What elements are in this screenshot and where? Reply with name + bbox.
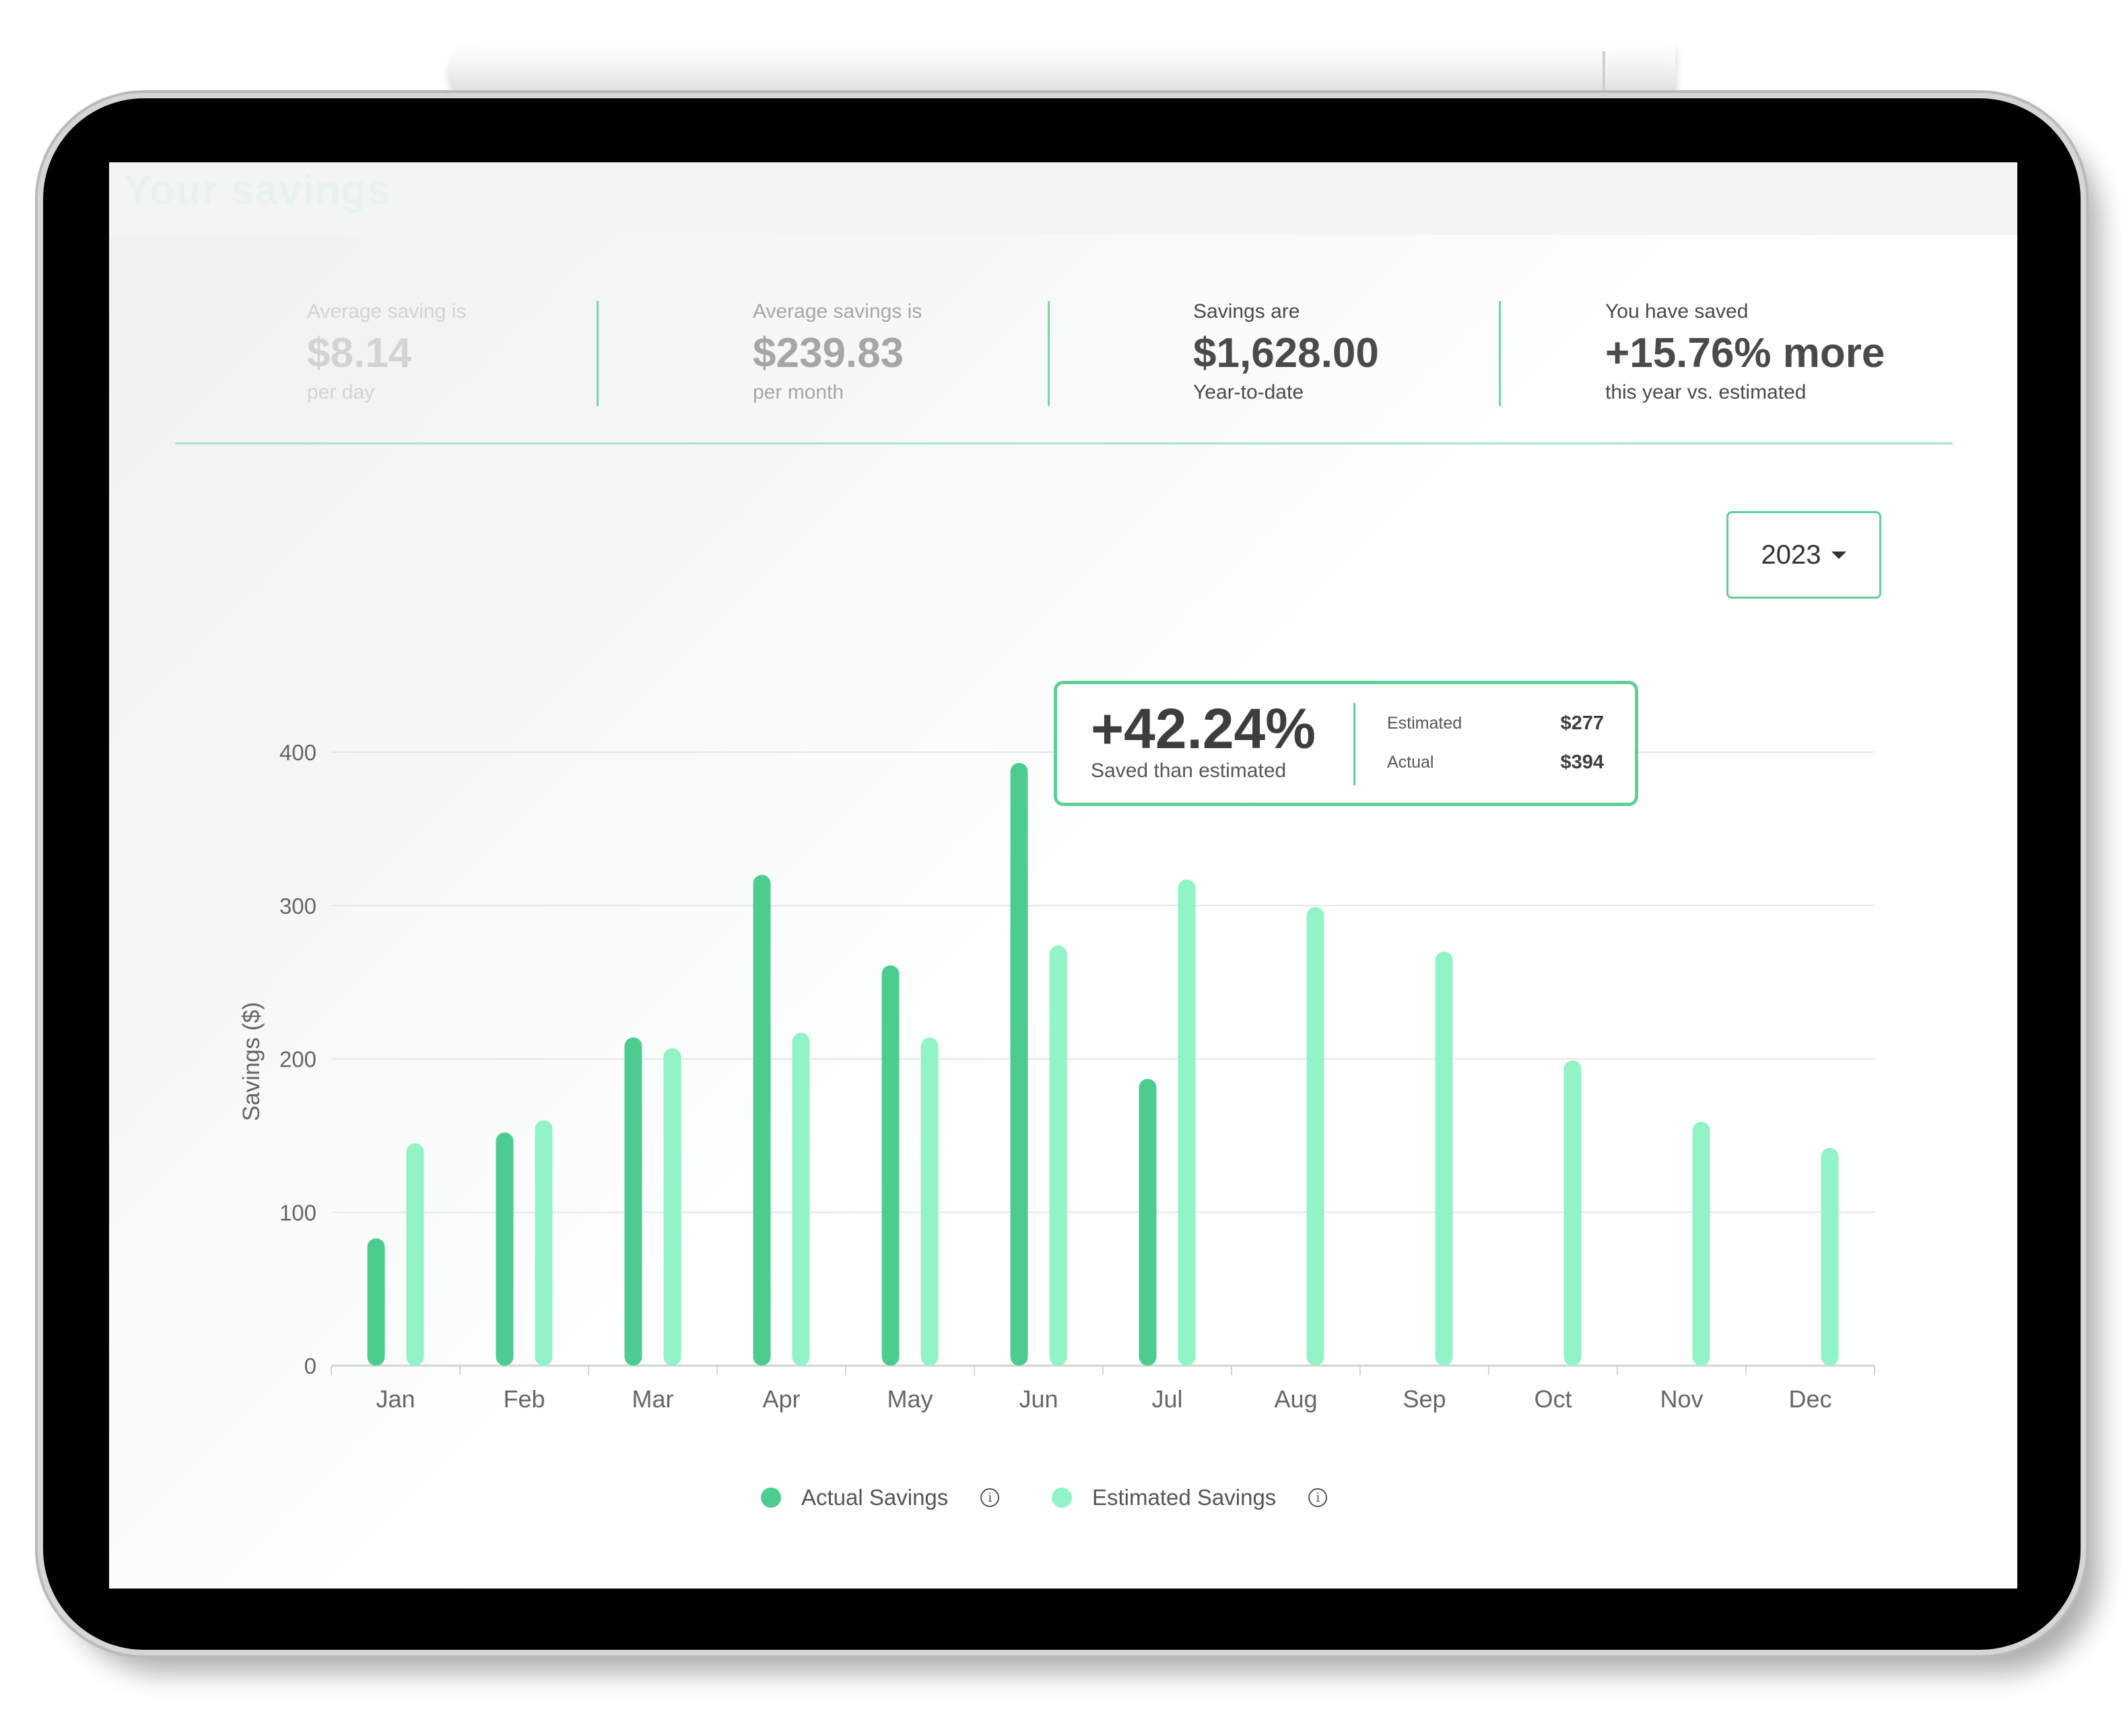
bar-estimated	[1821, 1147, 1839, 1366]
x-tick-label: Oct	[1534, 1385, 1572, 1413]
bar-estimated	[1435, 952, 1453, 1366]
caret-down-icon	[1831, 551, 1847, 559]
tooltip-separator	[1353, 703, 1355, 785]
stat-sub: per day	[307, 381, 375, 403]
bar-actual	[1010, 762, 1028, 1366]
stat-year-to-date: Savings are $1,628.00 Year-to-date	[1193, 300, 1379, 405]
bar-estimated	[1692, 1121, 1710, 1366]
tooltip-percent: +42.24%	[1091, 697, 1316, 760]
savings-bar-chart: 0 100 200 300 400 Savings ($) Jan Feb Mar Apr May J…	[238, 740, 1875, 1413]
bar-estimated	[1306, 907, 1324, 1366]
stat-value: +15.76% more	[1605, 330, 1885, 376]
top-bar: Your savings	[109, 162, 2017, 235]
legend-label-estimated: Estimated Savings	[1092, 1485, 1277, 1510]
bar-estimated	[406, 1143, 424, 1366]
tooltip-caption: Saved than estimated	[1091, 760, 1287, 782]
stat-label: Average savings is	[753, 300, 922, 323]
x-tick-label: Aug	[1274, 1385, 1317, 1413]
bar-estimated	[663, 1048, 681, 1366]
bar-estimated	[1049, 945, 1067, 1366]
tablet-screen: Your savings Average saving is $8.14 per…	[109, 162, 2017, 1589]
legend-dot-actual	[761, 1488, 781, 1508]
bar-estimated	[535, 1120, 553, 1366]
x-tick-label: Jun	[1019, 1385, 1058, 1413]
stat-vs-estimated: You have saved +15.76% more this year vs…	[1605, 300, 1885, 405]
bar-actual	[367, 1238, 385, 1366]
stat-divider	[597, 301, 599, 406]
stat-sub: per month	[753, 381, 844, 403]
y-tick-label: 400	[279, 740, 316, 765]
stat-divider	[1048, 301, 1050, 406]
apple-pencil	[450, 42, 1675, 98]
x-tick-label: Jan	[376, 1385, 415, 1413]
y-tick-label: 0	[304, 1354, 316, 1378]
tooltip-actual-label: Actual	[1387, 753, 1434, 772]
x-tick-label: Dec	[1788, 1385, 1831, 1413]
tooltip-actual-value: $394	[1560, 752, 1604, 773]
stats-divider	[175, 442, 1953, 444]
legend-item-estimated[interactable]: Estimated Savings i	[1052, 1485, 1328, 1510]
bar-actual	[496, 1132, 514, 1366]
x-tick-label: May	[887, 1385, 933, 1413]
y-tick-label: 200	[279, 1047, 316, 1072]
x-tick-label: Jul	[1151, 1385, 1182, 1413]
x-tick-label: Apr	[762, 1385, 800, 1413]
bar-estimated	[1563, 1060, 1582, 1366]
bar-actual	[753, 875, 771, 1366]
y-axis-label: Savings ($)	[238, 1002, 265, 1121]
page-title: Your savings	[124, 167, 391, 213]
stat-sub: this year vs. estimated	[1605, 381, 1807, 403]
stat-sub: Year-to-date	[1193, 381, 1304, 403]
bar-actual	[1139, 1079, 1157, 1366]
legend-dot-estimated	[1052, 1488, 1072, 1508]
tooltip-estimated-label: Estimated	[1387, 714, 1462, 733]
bar-estimated	[920, 1037, 939, 1366]
year-select-value: 2023	[1761, 539, 1821, 570]
bar-estimated	[1178, 879, 1196, 1366]
y-tick-label: 300	[279, 894, 316, 919]
stat-average-monthly: Average savings is $239.83 per month	[753, 300, 922, 405]
tooltip-estimated-value: $277	[1560, 712, 1604, 734]
info-icon[interactable]: i	[980, 1488, 1000, 1507]
stat-value: $239.83	[753, 330, 904, 376]
year-select[interactable]: 2023	[1726, 511, 1881, 599]
legend-label-actual: Actual Savings	[801, 1485, 949, 1510]
x-tick-label: Mar	[632, 1385, 674, 1413]
bar-actual	[881, 965, 900, 1366]
stat-label: You have saved	[1605, 300, 1749, 323]
bar-actual	[624, 1037, 642, 1366]
apple-pencil-band	[1603, 51, 1605, 92]
stat-value: $1,628.00	[1193, 330, 1379, 376]
bar-estimated	[792, 1032, 810, 1366]
stat-average-daily: Average saving is $8.14 per day	[307, 300, 466, 405]
stats-row: Average saving is $8.14 per day Average …	[175, 300, 1953, 450]
stat-label: Savings are	[1193, 300, 1300, 323]
chart-tooltip: +42.24% Saved than estimated Estimated $…	[1054, 681, 1638, 806]
x-tick-label: Sep	[1403, 1385, 1446, 1413]
chart-legend: Actual Savings i Estimated Savings i	[109, 1479, 2017, 1520]
stat-divider	[1499, 301, 1501, 406]
stat-label: Average saving is	[307, 300, 467, 323]
stat-value: $8.14	[307, 330, 412, 376]
x-tick-label: Nov	[1660, 1385, 1703, 1413]
y-tick-label: 100	[279, 1200, 316, 1225]
info-icon[interactable]: i	[1308, 1488, 1328, 1507]
legend-item-actual[interactable]: Actual Savings i	[761, 1485, 1000, 1510]
x-tick-label: Feb	[503, 1385, 545, 1413]
